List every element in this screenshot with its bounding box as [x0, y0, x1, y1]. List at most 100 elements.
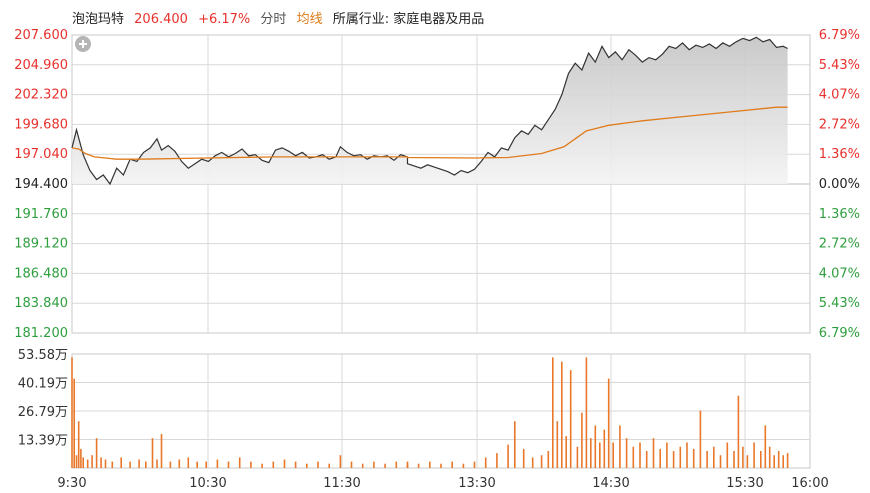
volume-bar	[77, 421, 80, 468]
y-tick-right: 6.79%	[819, 326, 860, 341]
y-tick-right: 6.79%	[819, 28, 860, 43]
volume-bar	[238, 457, 241, 468]
volume-bar	[599, 442, 601, 468]
volume-bar	[507, 444, 509, 468]
volume-bar	[129, 461, 131, 468]
volume-bar	[746, 455, 749, 468]
volume-bar	[552, 357, 554, 468]
y-tick-right: 2.72%	[819, 117, 860, 132]
volume-bar	[764, 425, 767, 468]
volume-bar	[686, 442, 688, 468]
volume-bar	[639, 442, 641, 468]
volume-bar	[484, 457, 487, 468]
stock-name: 泡泡玛特	[72, 12, 125, 27]
volume-bar	[272, 461, 275, 468]
avg-line-label[interactable]: 均线	[296, 12, 323, 27]
volume-bar	[395, 461, 398, 468]
volume-bar	[406, 461, 409, 468]
volume-bar	[594, 425, 597, 468]
volume-bar	[187, 457, 190, 468]
volume-bar	[440, 463, 442, 468]
volume-bar	[679, 446, 682, 468]
average-line	[71, 106, 788, 160]
volume-bar	[205, 461, 207, 468]
volume-bar	[250, 461, 252, 468]
series-lines	[71, 36, 788, 186]
volume-bar	[699, 410, 702, 468]
volume-bar	[547, 451, 550, 468]
y-tick-left: 207.600	[14, 28, 68, 43]
volume-bar	[726, 442, 729, 468]
volume-bar	[625, 438, 628, 468]
volume-bar	[576, 446, 579, 468]
volume-y-tick: 40.19万	[18, 376, 68, 391]
volume-bar	[95, 438, 98, 468]
volume-bar	[514, 421, 516, 468]
volume-bar	[581, 412, 583, 468]
volume-bar	[283, 459, 286, 468]
volume-bar	[760, 451, 762, 468]
volume-bar	[473, 461, 476, 468]
x-tick-label: 9:30	[57, 476, 86, 491]
volume-bar	[531, 457, 534, 468]
chart-header: 泡泡玛特 206.400 +6.17% 分时 均线 所属行业: 家庭电器及用品	[72, 8, 490, 27]
volume-bar	[100, 457, 102, 468]
plus-icon-glyph	[79, 40, 87, 48]
y-tick-left: 204.960	[14, 58, 68, 73]
current-price: 206.400	[134, 12, 188, 27]
y-tick-left: 189.120	[14, 237, 68, 252]
volume-bar	[786, 453, 789, 468]
y-tick-left: 202.320	[14, 88, 68, 103]
volume-bar	[768, 446, 771, 468]
volume-bar	[462, 463, 465, 468]
volume-bar	[178, 459, 181, 468]
volume-bar	[733, 451, 735, 468]
y-tick-left: 199.680	[14, 117, 68, 132]
x-tick-label: 15:30	[726, 476, 763, 491]
y-tick-right: 2.72%	[819, 237, 860, 252]
volume-bar	[120, 457, 122, 468]
volume-bar	[777, 451, 780, 468]
volume-bar	[350, 461, 353, 468]
volume-bar	[261, 463, 263, 468]
volume-bar	[652, 438, 655, 468]
y-tick-left: 191.760	[14, 207, 68, 222]
volume-bar	[156, 459, 158, 468]
volume-bar	[645, 451, 648, 468]
price-area-fill	[72, 37, 788, 184]
axis-labels: 207.600 6.79% 204.960 5.43% 202.320 4.07% 199.…	[14, 28, 860, 491]
zoom-in-button[interactable]	[75, 36, 91, 52]
volume-bar	[80, 448, 82, 468]
volume-y-tick: 26.79万	[18, 405, 68, 420]
volume-bar	[522, 448, 525, 468]
y-tick-left: 183.840	[14, 296, 68, 311]
y-tick-left: 186.480	[14, 266, 68, 281]
y-tick-left: 181.200	[14, 326, 68, 341]
volume-bar	[91, 455, 93, 468]
y-tick-right: 0.00%	[819, 177, 860, 192]
volume-y-tick: 53.58万	[18, 348, 68, 363]
volume-bar	[612, 442, 614, 468]
volume-bar	[82, 457, 84, 468]
volume-bar	[603, 429, 606, 468]
volume-bar	[540, 455, 543, 468]
volume-bar	[666, 442, 668, 468]
price-line	[71, 36, 788, 186]
volume-bar	[569, 370, 572, 468]
volume-bar	[384, 463, 386, 468]
price-area	[72, 37, 788, 184]
volume-bar	[719, 455, 722, 468]
volume-bar	[86, 459, 89, 468]
y-tick-left: 197.040	[14, 147, 68, 162]
volume-bar	[417, 463, 420, 468]
volume-bar	[737, 395, 740, 468]
x-tick-label: 11:30	[323, 476, 360, 491]
mode-label-intraday[interactable]: 分时	[260, 12, 287, 27]
volume-bar	[607, 378, 610, 468]
volume-bar	[632, 446, 635, 468]
industry-label: 所属行业: 家庭电器及用品	[332, 12, 485, 27]
volume-bar	[692, 448, 695, 468]
x-tick-label: 16:00	[791, 476, 828, 491]
